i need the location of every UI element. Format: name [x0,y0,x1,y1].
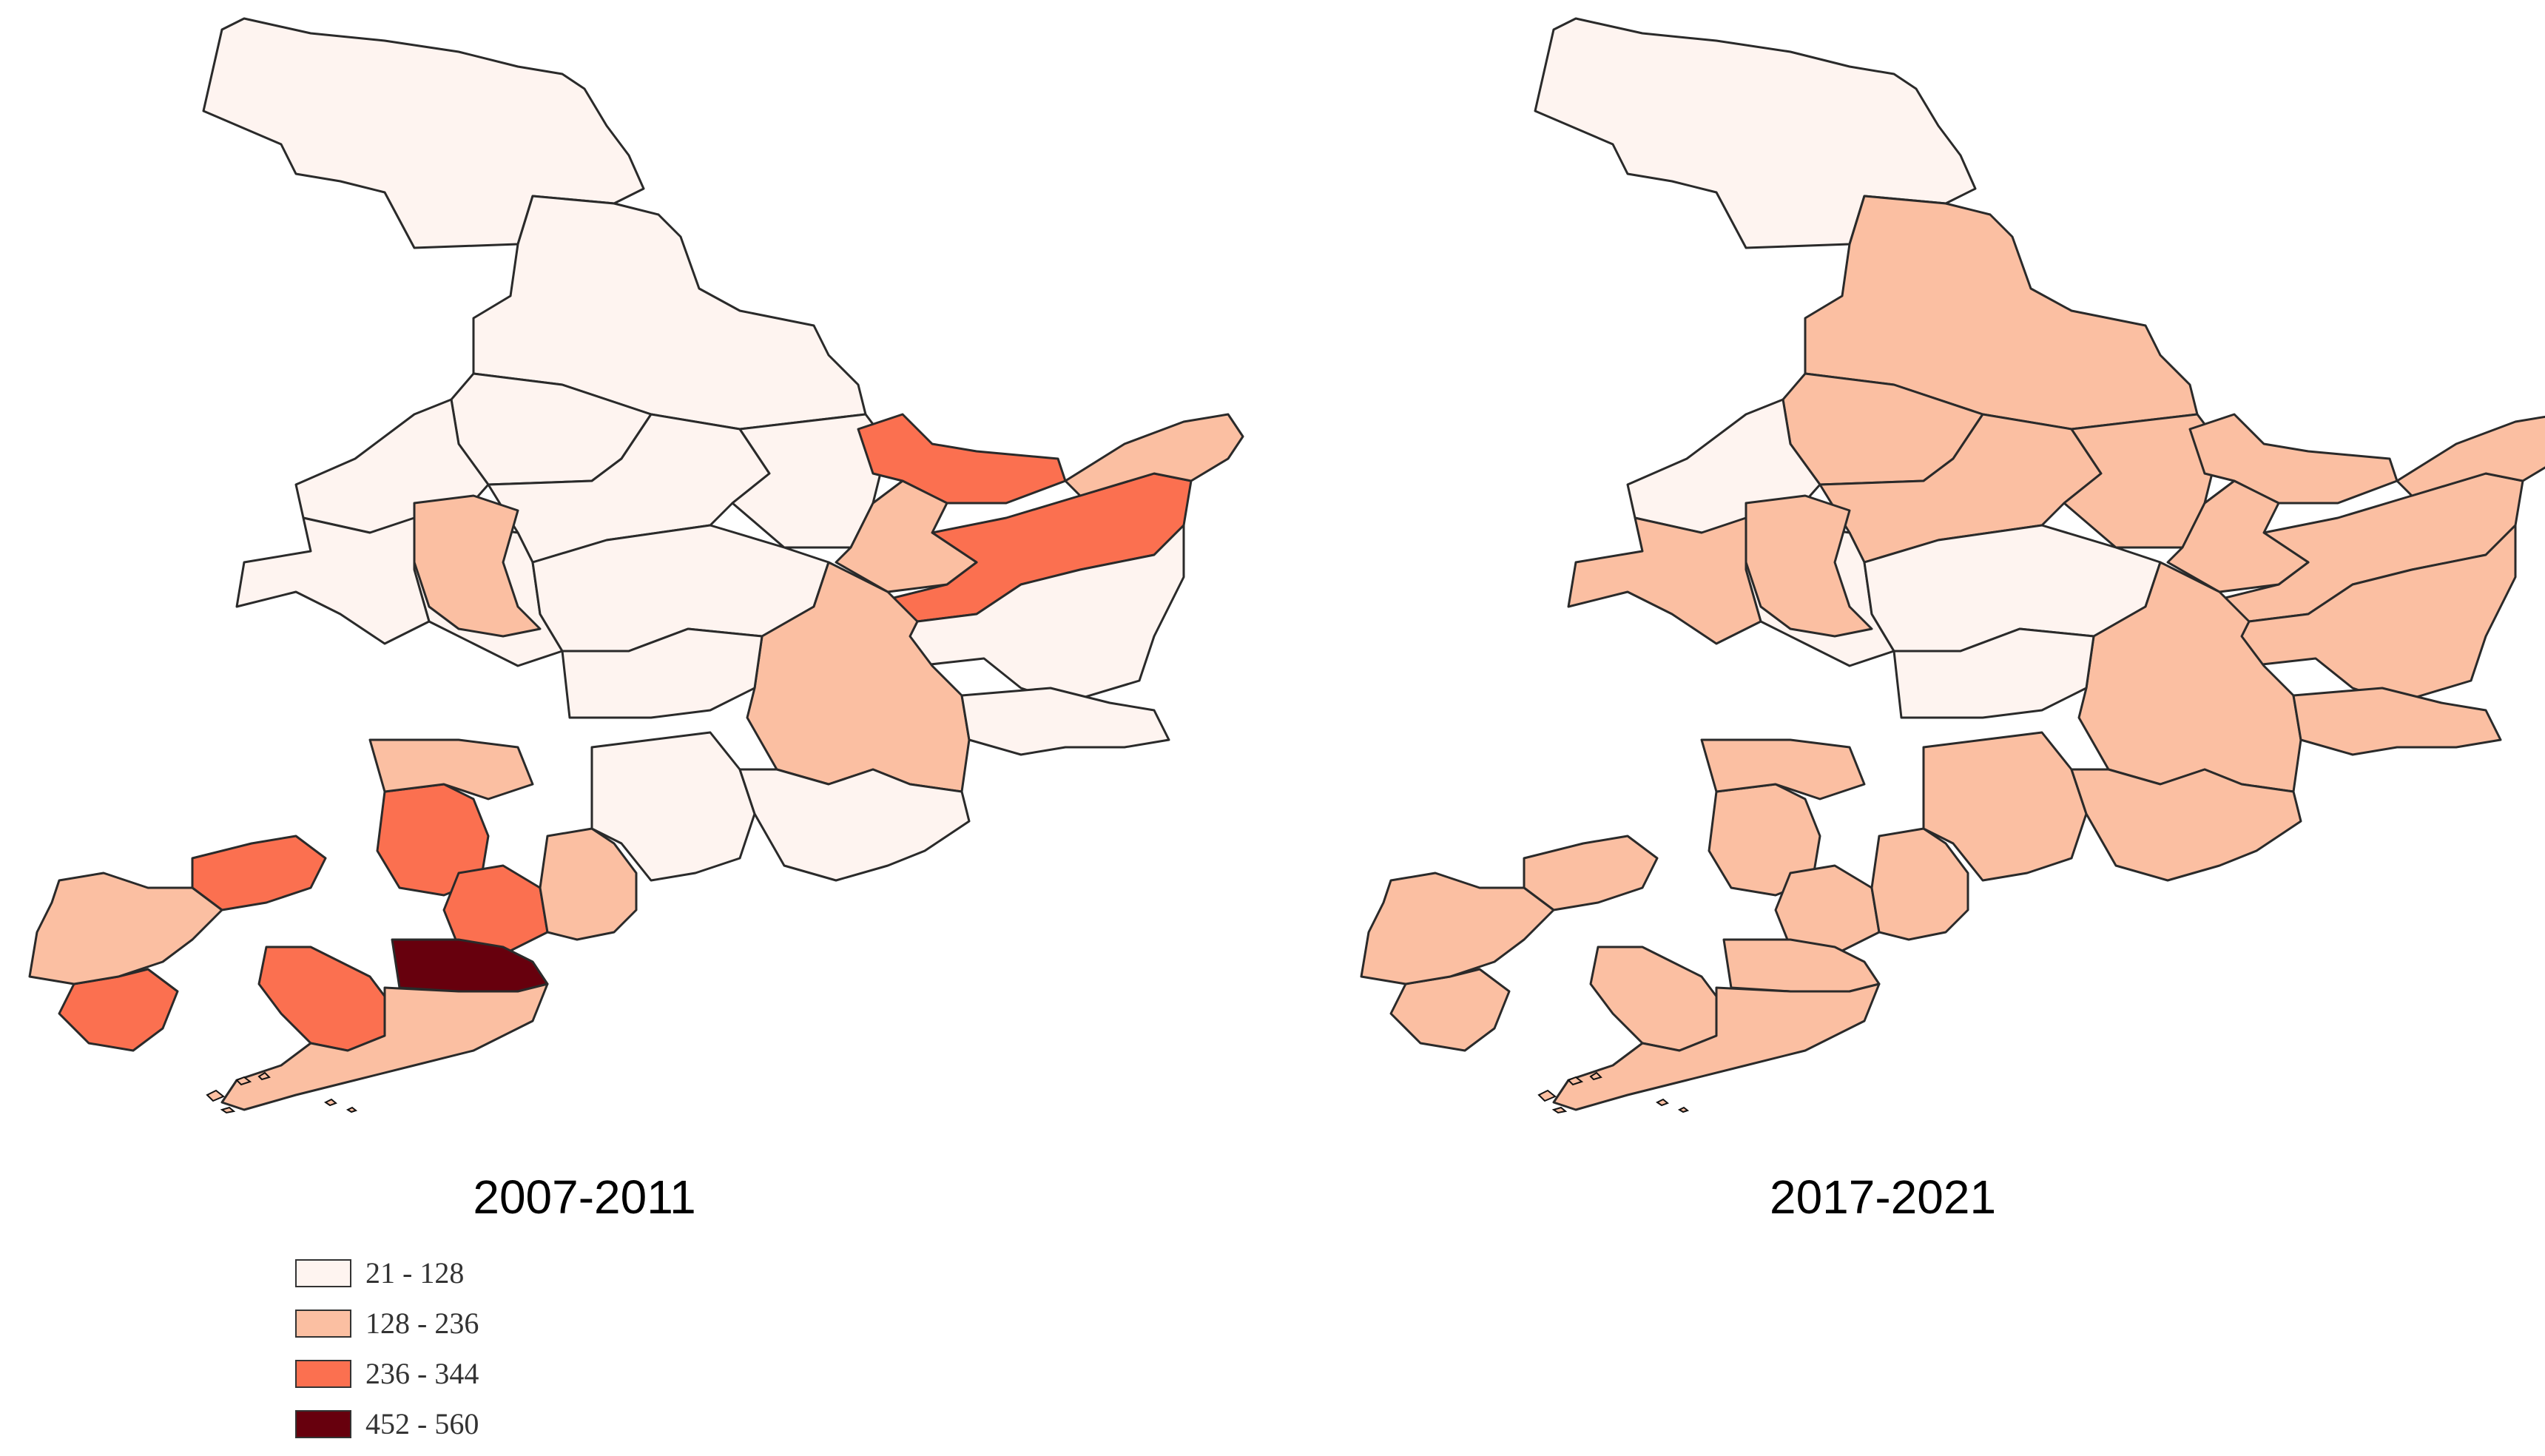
legend-swatch-0 [295,1259,351,1287]
region-r02 [1804,195,2199,431]
legend-label-2: 236 - 344 [365,1357,479,1390]
region-r27 [220,983,549,1111]
legend-swatch-3 [295,1410,351,1438]
islands [206,1071,358,1114]
region-r23 [1360,872,1555,985]
legend-swatch-2 [295,1360,351,1388]
region-r28 [1922,731,2088,882]
legend: 21 - 128 128 - 236 236 - 344 452 - 560 [295,1256,479,1440]
region-r17 [413,494,542,638]
region-r08 [1567,516,1762,645]
region-r14 [909,524,1185,704]
region-r16 [1892,627,2095,719]
region-r25 [1722,938,1881,993]
map-title-right: 2017-2021 [1770,1170,1996,1224]
region-r23 [28,872,223,985]
region-r21 [1523,835,1659,911]
map-2007-2011: 2007-2011 [28,17,1244,1224]
region-r13 [835,479,978,593]
region-r13 [2166,479,2310,593]
region-r19 [1774,864,1881,956]
region-r27 [1552,983,1881,1111]
region-r24 [1589,946,1725,1052]
legend-label-3: 452 - 560 [365,1407,479,1440]
legend-label-1: 128 - 236 [365,1307,479,1340]
islands [1537,1071,1690,1114]
region-r01 [202,17,645,249]
legend-swatch-1 [295,1310,351,1338]
region-r16 [561,627,764,719]
legend-label-0: 21 - 128 [365,1256,464,1290]
region-r26 [539,827,638,941]
region-r02 [472,195,867,431]
region-r08 [235,516,431,645]
region-r29 [2070,768,2302,882]
region-r30 [2292,687,2502,756]
region-r17 [1745,494,1873,638]
region-r20 [368,738,534,801]
region-r19 [442,864,549,956]
region-r24 [257,946,394,1052]
region-r12 [1064,413,1244,497]
region-r29 [738,768,971,882]
map-2017-2021: 2017-2021 [1360,17,2545,1224]
region-r30 [960,687,1170,756]
region-r26 [1870,827,1969,941]
region-r12 [2396,415,2545,497]
region-r28 [590,731,756,882]
region-r20 [1700,738,1866,801]
region-r21 [191,835,327,911]
region-r01 [1534,17,1977,249]
map-title-left: 2007-2011 [473,1170,695,1224]
region-r25 [391,938,549,993]
region-r14 [2240,524,2517,704]
